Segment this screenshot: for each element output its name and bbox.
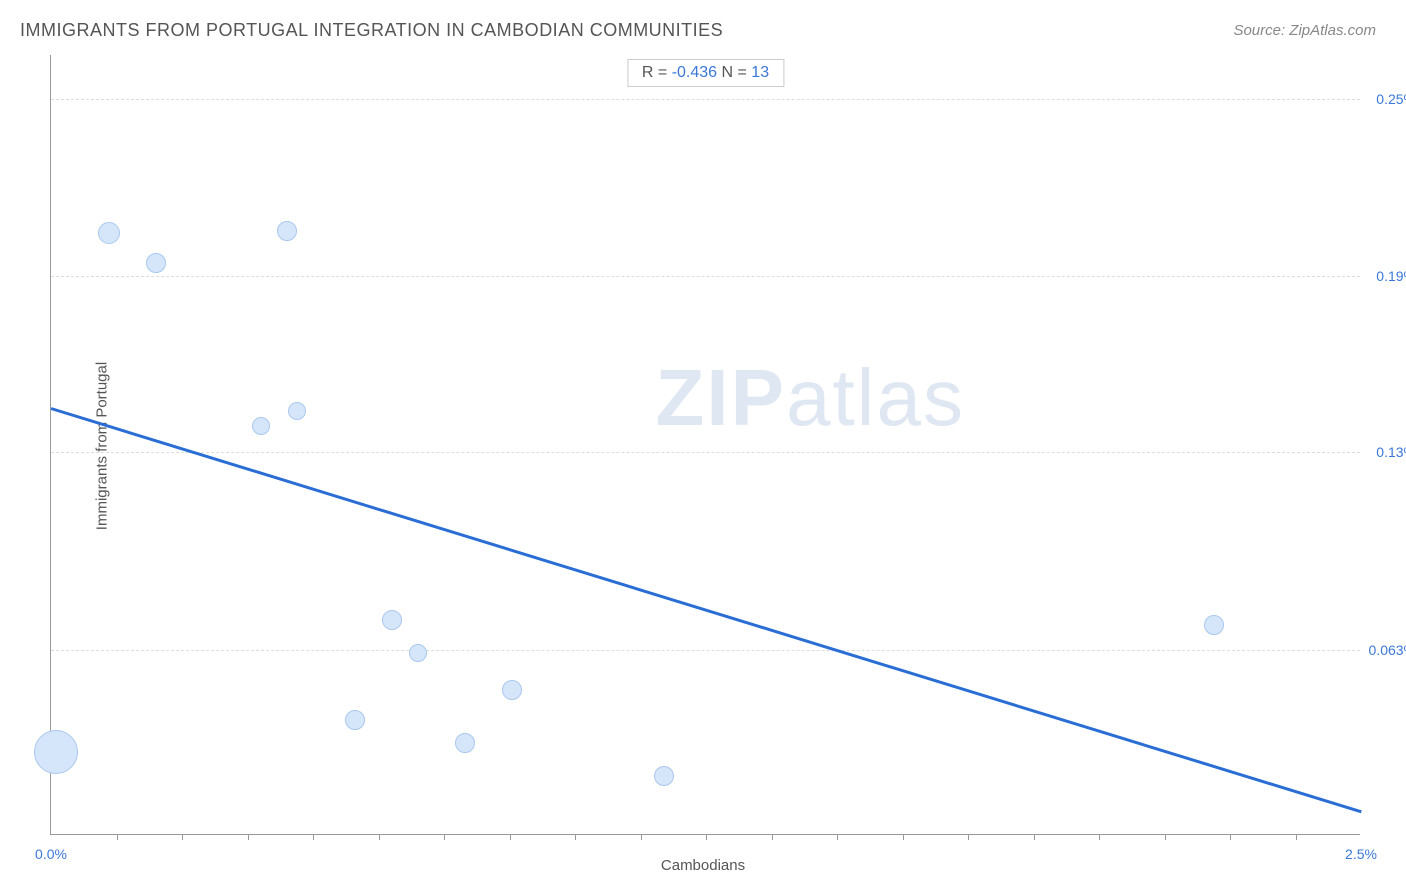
n-label: N =: [717, 64, 751, 81]
grid-line: [51, 276, 1360, 277]
x-tick: [248, 834, 249, 840]
data-point: [288, 402, 306, 420]
data-point: [502, 680, 522, 700]
y-tick-label: 0.13%: [1364, 444, 1406, 460]
x-tick: [1099, 834, 1100, 840]
x-tick-label: 2.5%: [1345, 846, 1377, 862]
x-tick: [772, 834, 773, 840]
grid-line: [51, 452, 1360, 453]
x-tick: [968, 834, 969, 840]
x-tick: [837, 834, 838, 840]
x-tick: [379, 834, 380, 840]
data-point: [1204, 615, 1224, 635]
x-tick: [706, 834, 707, 840]
data-point: [345, 710, 365, 730]
x-tick: [575, 834, 576, 840]
grid-line: [51, 650, 1360, 651]
x-tick: [444, 834, 445, 840]
data-point: [654, 766, 674, 786]
chart-title: IMMIGRANTS FROM PORTUGAL INTEGRATION IN …: [20, 20, 723, 41]
x-tick: [641, 834, 642, 840]
grid-line: [51, 99, 1360, 100]
data-point: [455, 733, 475, 753]
x-tick: [1165, 834, 1166, 840]
data-point: [146, 253, 166, 273]
x-tick: [117, 834, 118, 840]
stats-box: R = -0.436 N = 13: [627, 59, 784, 87]
watermark: ZIPatlas: [656, 352, 965, 444]
x-tick: [1034, 834, 1035, 840]
watermark-bold: ZIP: [656, 353, 786, 442]
data-point: [34, 730, 78, 774]
y-tick-label: 0.063%: [1364, 642, 1406, 658]
y-tick-label: 0.25%: [1364, 91, 1406, 107]
x-tick: [903, 834, 904, 840]
data-point: [382, 610, 402, 630]
n-value: 13: [751, 64, 769, 81]
x-tick: [1230, 834, 1231, 840]
x-tick: [1296, 834, 1297, 840]
x-axis-label: Cambodians: [661, 857, 745, 874]
data-point: [409, 644, 427, 662]
x-tick-label: 0.0%: [35, 846, 67, 862]
data-point: [98, 222, 120, 244]
r-value: -0.436: [672, 64, 717, 81]
r-label: R =: [642, 64, 672, 81]
data-point: [277, 221, 297, 241]
x-tick: [182, 834, 183, 840]
x-tick: [313, 834, 314, 840]
y-tick-label: 0.19%: [1364, 268, 1406, 284]
trend-line: [51, 407, 1362, 813]
watermark-light: atlas: [786, 353, 965, 442]
chart-source: Source: ZipAtlas.com: [1233, 22, 1376, 39]
chart-container: IMMIGRANTS FROM PORTUGAL INTEGRATION IN …: [0, 0, 1406, 892]
plot-area: ZIPatlas R = -0.436 N = 13 0.063%0.13%0.…: [50, 55, 1360, 835]
data-point: [252, 417, 270, 435]
x-tick: [510, 834, 511, 840]
